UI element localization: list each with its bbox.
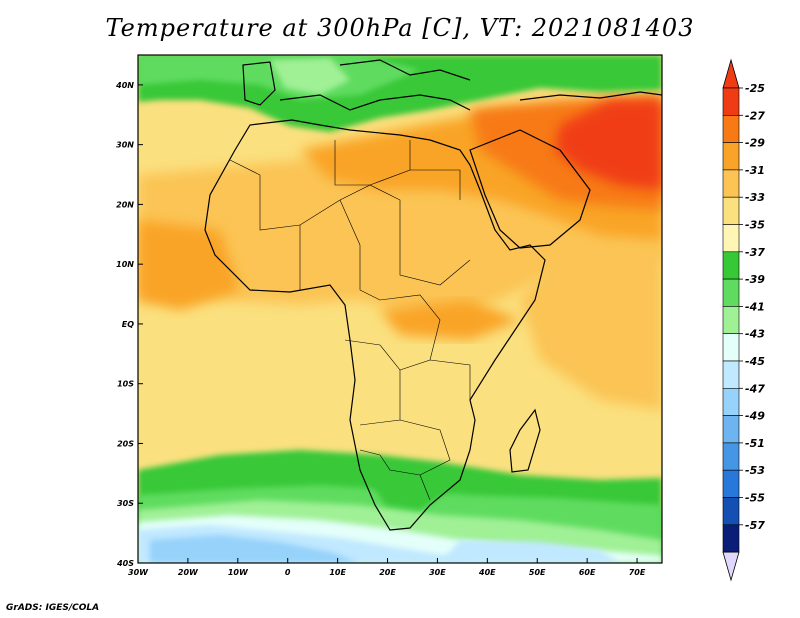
colorbar-label: -45 (745, 355, 765, 368)
lat-label: 40S (116, 559, 134, 568)
country-borders (229, 140, 471, 501)
colorbar-label: -57 (745, 519, 765, 532)
colorbar-top-arrow (722, 58, 740, 89)
colorbar-label: -37 (745, 246, 765, 259)
colorbar-swatch (722, 115, 740, 143)
colorbar-swatch (722, 306, 740, 334)
longitude-axis: 30W 20W 10W 0 10E 20E 30E 40E 50E 60E 70E (128, 558, 646, 577)
colorbar-swatch (722, 278, 740, 307)
colorbar-label: -53 (745, 464, 765, 477)
colorbar-swatch (722, 415, 740, 444)
lat-label: 30N (116, 141, 134, 150)
colorbar-label: -49 (745, 410, 765, 423)
lat-label: 30S (117, 499, 134, 508)
temperature-field (138, 55, 662, 563)
lat-label: 20S (117, 439, 134, 448)
colorbar-swatch (722, 333, 740, 362)
colorbar-label: -41 (745, 300, 765, 313)
lat-label: 10N (116, 260, 134, 269)
colorbar-label: -29 (745, 137, 765, 150)
lat-label: 20N (116, 200, 134, 209)
lat-label: EQ (122, 320, 134, 329)
colorbar-label: -55 (745, 492, 765, 505)
colorbar-swatch (722, 224, 740, 253)
colorbar-label: -27 (745, 109, 765, 122)
colorbar-swatch (722, 387, 740, 416)
lat-label: 10S (117, 380, 134, 389)
colorbar-swatch (722, 87, 740, 116)
colorbar-swatch (722, 251, 740, 280)
colorbar-label: -33 (745, 191, 765, 204)
colorbar-swatch (722, 196, 740, 225)
lon-label: 10W (228, 568, 249, 577)
colorbar-label: -43 (745, 328, 765, 341)
colorbar-label: -39 (745, 273, 765, 286)
grads-credit: GrADS: IGES/COLA (6, 603, 100, 613)
lon-label: 30W (128, 568, 149, 577)
lon-label: 10E (329, 568, 346, 577)
colorbar-swatch (722, 169, 740, 198)
colorbar-label: -25 (745, 82, 765, 95)
map-frame (137, 54, 663, 564)
colorbar-label: -35 (745, 219, 765, 232)
lon-label: 70E (629, 568, 646, 577)
colorbar-label: -31 (745, 164, 765, 177)
colorbar-swatch (722, 442, 740, 471)
lon-label: 40E (478, 568, 496, 577)
coastlines (204, 59, 662, 531)
lon-label: 20E (379, 568, 396, 577)
lat-label: 40N (115, 81, 134, 90)
lon-label: 30E (429, 568, 446, 577)
colorbar-swatch (722, 524, 740, 553)
colorbar-swatch (722, 142, 740, 171)
colorbar-swatch (722, 360, 740, 389)
colorbar-bottom-arrow (722, 551, 740, 582)
colorbar-label: -47 (745, 382, 765, 395)
colorbar-swatch (722, 469, 740, 498)
lon-label: 20W (178, 568, 199, 577)
latitude-axis: 40N 30N 20N 10N EQ 10S 20S 30S 40S (115, 81, 143, 568)
lon-label: 60E (579, 568, 596, 577)
lon-label: 50E (529, 568, 546, 577)
colorbar-swatch (722, 497, 740, 526)
chart-title: Temperature at 300hPa [C], VT: 202108140… (105, 14, 695, 42)
lon-label: 0 (285, 568, 291, 577)
colorbar: -25 -27 -29 -31 -33 -35 -37 -39 -41 -43 -45 -47 -49 -… (722, 58, 765, 582)
colorbar-label: -51 (745, 437, 765, 450)
